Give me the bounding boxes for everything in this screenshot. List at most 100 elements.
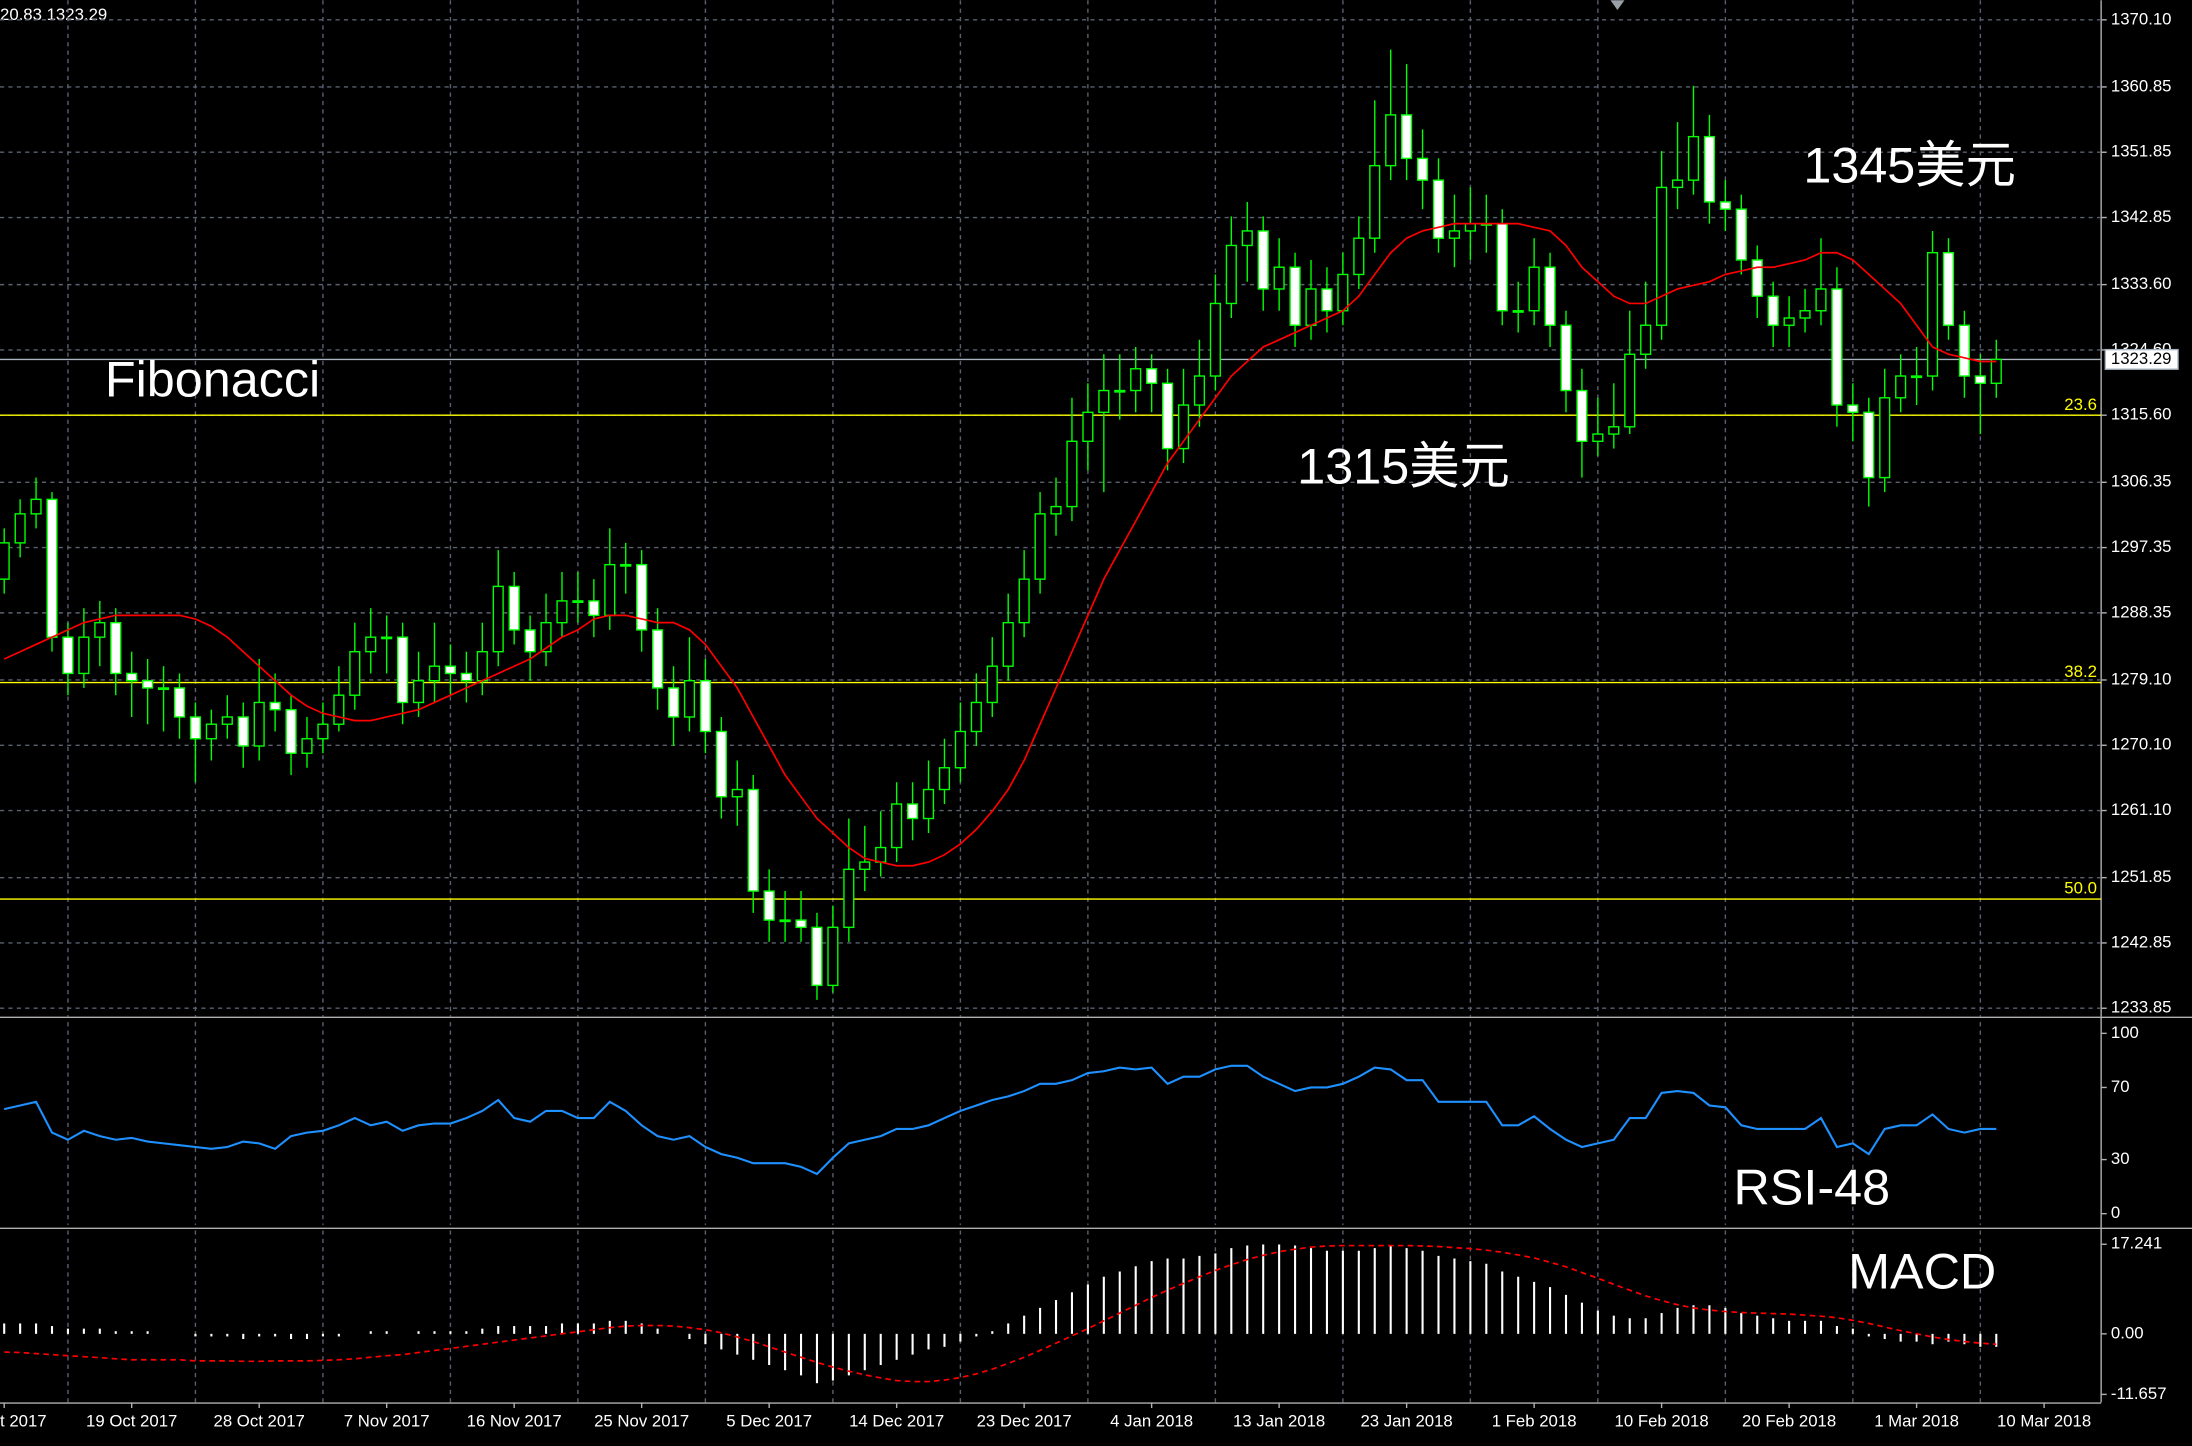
candle-body xyxy=(285,709,297,754)
y-tick-label: 0.00 xyxy=(2111,1323,2144,1342)
candle-body xyxy=(986,665,998,704)
candle-body xyxy=(349,650,361,696)
candle-body xyxy=(572,600,584,604)
candle-body xyxy=(524,629,536,653)
candle-body xyxy=(636,563,648,631)
candle-body xyxy=(476,650,488,682)
candle-body xyxy=(1990,358,2002,384)
candle-body xyxy=(1002,621,1014,667)
x-tick-label: 23 Dec 2017 xyxy=(977,1411,1072,1430)
candle-body xyxy=(1432,179,1445,239)
candle-body xyxy=(1305,288,1317,326)
candle-body xyxy=(1082,411,1094,443)
candle-body xyxy=(1608,426,1620,435)
candle-body xyxy=(1528,266,1540,312)
x-tick-label: 7 Nov 2017 xyxy=(344,1411,430,1430)
candle-body xyxy=(14,513,26,544)
annotation: Fibonacci xyxy=(105,351,320,408)
candle-body xyxy=(747,788,759,892)
rsi-line xyxy=(3,1064,1997,1176)
y-tick-label: 1242.85 xyxy=(2111,932,2172,951)
candle-body xyxy=(381,636,393,640)
x-tick-label: 14 Dec 2017 xyxy=(849,1411,944,1430)
candle-body xyxy=(540,621,552,653)
y-tick-label: 1297.35 xyxy=(2111,537,2172,556)
candle-body xyxy=(1448,230,1461,239)
y-tick-label: 1279.10 xyxy=(2111,669,2172,688)
candle-body xyxy=(1671,179,1684,189)
candle-body xyxy=(1974,375,1986,384)
annotation: 1315美元 xyxy=(1297,437,1510,494)
x-tick-label: 20 Feb 2018 xyxy=(1742,1411,1836,1430)
candle-body xyxy=(1751,259,1763,297)
y-tick-label: -11.657 xyxy=(2111,1384,2167,1403)
candle-body xyxy=(843,868,855,929)
candle-body xyxy=(1719,201,1731,210)
y-tick-label: 0 xyxy=(2111,1203,2120,1222)
y-tick-label: 1270.10 xyxy=(2111,735,2172,754)
current-price-label: 1323.29 xyxy=(2111,349,2172,368)
y-tick-label: 1370.10 xyxy=(2111,9,2172,28)
indicator-name: MACD xyxy=(1848,1242,1996,1299)
candle-body xyxy=(1241,230,1253,247)
candle-body xyxy=(428,665,441,682)
candle-body xyxy=(237,716,249,747)
y-tick-label: 1261.10 xyxy=(2111,800,2172,819)
candle-body xyxy=(1130,368,1142,392)
candle-body xyxy=(317,723,329,740)
candle-body xyxy=(1895,375,1907,399)
candle-body xyxy=(1193,375,1206,406)
candle-body xyxy=(1656,186,1668,326)
candle-body xyxy=(699,680,712,733)
candle-body xyxy=(365,636,377,653)
y-tick-label: 1360.85 xyxy=(2111,76,2172,95)
y-tick-label: 1306.35 xyxy=(2111,472,2172,491)
candle-body xyxy=(811,926,823,987)
x-tick-label: t 2017 xyxy=(0,1411,47,1430)
x-tick-label: 16 Nov 2017 xyxy=(467,1411,562,1430)
candle-body xyxy=(954,730,966,769)
candle-body xyxy=(460,672,472,682)
candle-body xyxy=(970,701,982,733)
candle-body xyxy=(1926,252,1939,377)
candle-body xyxy=(1767,295,1779,326)
candle-body xyxy=(205,723,217,740)
candle-body xyxy=(1289,266,1301,326)
candle-body xyxy=(1942,252,1955,326)
candle-body xyxy=(30,498,42,515)
candle-body xyxy=(1512,310,1524,313)
indicator-name: RSI-48 xyxy=(1733,1159,1890,1216)
x-tick-label: 10 Feb 2018 xyxy=(1615,1411,1709,1430)
candle-body xyxy=(1544,266,1556,326)
candle-body xyxy=(1687,135,1700,181)
candle-body xyxy=(126,672,138,682)
candle-body xyxy=(1273,266,1285,290)
candle-body xyxy=(1640,324,1652,355)
candle-body xyxy=(444,665,457,675)
candle-body xyxy=(1464,222,1476,232)
candle-body xyxy=(189,716,202,740)
candle-body xyxy=(46,498,58,638)
candle-body xyxy=(731,788,743,798)
fib-level-label: 23.6 xyxy=(2064,395,2097,414)
candle-body xyxy=(1783,317,1795,326)
y-tick-label: 1342.85 xyxy=(2111,207,2172,226)
candle-body xyxy=(1321,288,1333,312)
candle-body xyxy=(0,542,10,580)
candle-body xyxy=(1369,164,1381,239)
candle-body xyxy=(1353,237,1365,276)
x-tick-label: 19 Oct 2017 xyxy=(86,1411,177,1430)
candle-body xyxy=(588,600,600,617)
candle-body xyxy=(269,701,281,711)
candle-body xyxy=(875,846,887,863)
x-tick-label: 5 Dec 2017 xyxy=(726,1411,812,1430)
candle-body xyxy=(142,680,154,689)
annotation: 1345美元 xyxy=(1803,137,2016,194)
candle-body xyxy=(1385,114,1397,167)
candle-body xyxy=(1863,411,1875,479)
candle-body xyxy=(1815,288,1827,312)
candle-body xyxy=(1624,353,1636,428)
candle-body xyxy=(1735,208,1747,261)
candle-body xyxy=(1958,324,1971,377)
